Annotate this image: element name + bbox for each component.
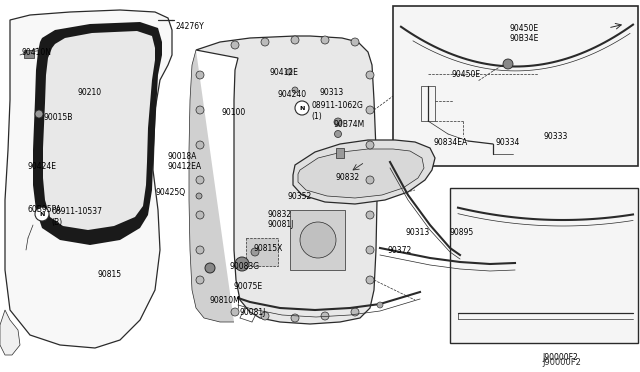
Text: 90412E: 90412E <box>270 68 299 77</box>
Text: 90425Q: 90425Q <box>155 188 185 197</box>
Text: 90352: 90352 <box>288 192 312 201</box>
Text: N: N <box>300 106 305 110</box>
Circle shape <box>321 36 329 44</box>
Circle shape <box>196 211 204 219</box>
Circle shape <box>235 257 249 271</box>
Circle shape <box>261 312 269 320</box>
Text: 90210: 90210 <box>78 88 102 97</box>
Circle shape <box>205 263 215 273</box>
Bar <box>450 188 638 343</box>
Polygon shape <box>298 149 424 198</box>
Text: (B): (B) <box>51 218 62 227</box>
Polygon shape <box>5 10 172 348</box>
Circle shape <box>291 36 299 44</box>
Polygon shape <box>43 31 155 230</box>
Text: 08911-10537: 08911-10537 <box>51 208 102 217</box>
Text: 08911-1062G: 08911-1062G <box>311 102 363 110</box>
Circle shape <box>334 118 342 126</box>
Text: 90424E: 90424E <box>28 162 57 171</box>
Text: 90081J: 90081J <box>240 308 266 317</box>
Circle shape <box>366 176 374 184</box>
Text: 24276Y: 24276Y <box>176 22 205 31</box>
Bar <box>290 210 345 270</box>
Circle shape <box>196 141 204 149</box>
Circle shape <box>261 38 269 46</box>
Circle shape <box>377 302 383 308</box>
Circle shape <box>503 59 513 69</box>
Text: 90083G: 90083G <box>230 262 260 271</box>
Text: 90450E: 90450E <box>510 24 539 33</box>
Bar <box>246 238 278 266</box>
Text: 90333: 90333 <box>543 132 568 141</box>
Text: 90100: 90100 <box>222 108 246 117</box>
Text: 90832: 90832 <box>268 210 292 219</box>
Circle shape <box>300 222 336 258</box>
Text: 90412EA: 90412EA <box>168 162 202 171</box>
Polygon shape <box>196 36 377 324</box>
Polygon shape <box>189 50 234 322</box>
Circle shape <box>196 71 204 79</box>
Polygon shape <box>33 22 162 245</box>
Text: 90832: 90832 <box>335 173 359 182</box>
Circle shape <box>321 312 329 320</box>
Circle shape <box>351 38 359 46</box>
Text: 90450E: 90450E <box>452 70 481 79</box>
Circle shape <box>286 69 292 75</box>
Circle shape <box>196 276 204 284</box>
Text: J90000F2: J90000F2 <box>542 358 581 367</box>
Polygon shape <box>0 310 20 355</box>
Circle shape <box>295 101 309 115</box>
Circle shape <box>196 193 202 199</box>
Circle shape <box>292 87 298 93</box>
Circle shape <box>231 308 239 316</box>
Text: N: N <box>39 212 45 217</box>
Text: 60B95PA: 60B95PA <box>27 205 61 214</box>
Text: (1): (1) <box>311 112 322 121</box>
Text: 90334: 90334 <box>495 138 520 147</box>
Text: 90810M: 90810M <box>210 296 241 305</box>
Text: 90815: 90815 <box>97 270 121 279</box>
Bar <box>24 50 34 58</box>
Text: 90B74M: 90B74M <box>333 120 364 129</box>
Circle shape <box>366 106 374 114</box>
Text: 90015B: 90015B <box>44 113 74 122</box>
Text: 90372: 90372 <box>387 246 412 255</box>
Text: 904240: 904240 <box>278 90 307 99</box>
Bar <box>336 148 344 158</box>
Text: J90000F2: J90000F2 <box>542 353 578 362</box>
Polygon shape <box>293 140 435 204</box>
Circle shape <box>231 41 239 49</box>
Circle shape <box>335 131 342 138</box>
Text: 90075E: 90075E <box>233 282 262 291</box>
Text: 90895: 90895 <box>450 228 474 237</box>
Circle shape <box>251 248 259 256</box>
Circle shape <box>351 308 359 316</box>
Circle shape <box>366 71 374 79</box>
Text: 90313: 90313 <box>406 228 430 237</box>
Text: 90B34E: 90B34E <box>510 34 540 43</box>
Circle shape <box>196 176 204 184</box>
Text: 90018A: 90018A <box>168 152 197 161</box>
Text: 90834EA: 90834EA <box>434 138 468 147</box>
Text: 90313: 90313 <box>320 88 344 97</box>
Circle shape <box>366 211 374 219</box>
Circle shape <box>291 314 299 322</box>
Circle shape <box>196 106 204 114</box>
Bar <box>421 86 435 121</box>
Text: 90081J: 90081J <box>268 220 294 229</box>
Text: 90410N: 90410N <box>22 48 52 57</box>
Circle shape <box>35 207 49 221</box>
Circle shape <box>366 246 374 254</box>
Circle shape <box>35 110 43 118</box>
Circle shape <box>366 276 374 284</box>
Text: 90815X: 90815X <box>254 244 284 253</box>
Circle shape <box>196 246 204 254</box>
Circle shape <box>366 141 374 149</box>
Bar <box>393 6 638 166</box>
